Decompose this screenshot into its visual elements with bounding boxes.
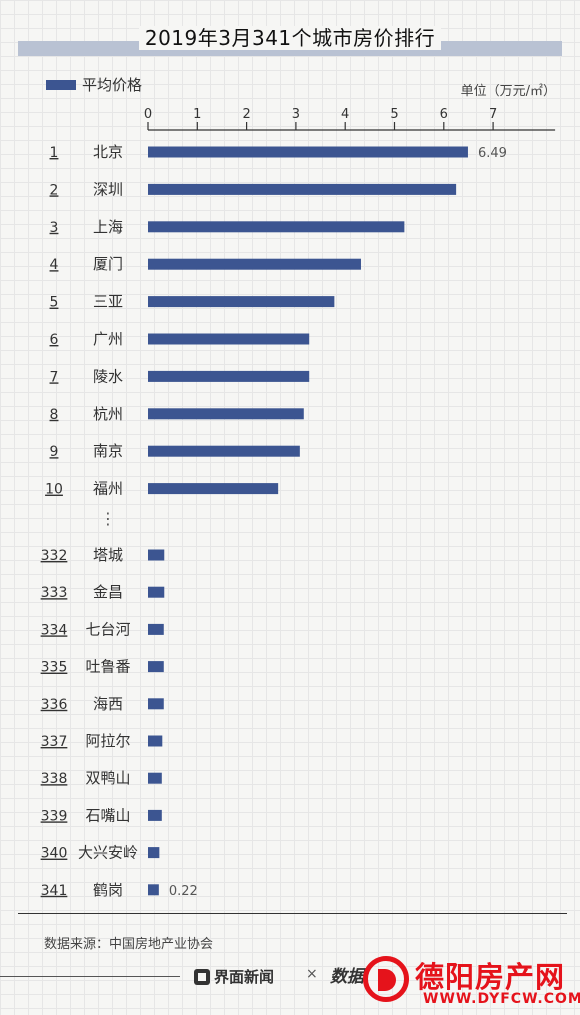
bar xyxy=(148,847,160,859)
brand-row: 界面新闻 × 数据 xyxy=(0,962,580,992)
city-label: 吐鲁番 xyxy=(85,658,130,676)
shuju-logo: 数据 xyxy=(330,967,364,987)
rank-label: 333 xyxy=(41,585,68,601)
data-label: 0.22 xyxy=(169,884,198,899)
x-tick-label: 7 xyxy=(489,107,497,122)
rank-label: 340 xyxy=(41,846,68,862)
city-label: 大兴安岭 xyxy=(78,844,138,862)
bar xyxy=(148,772,162,784)
jiemian-icon xyxy=(194,969,210,985)
city-label: 阿拉尔 xyxy=(85,732,130,750)
city-label: 陵水 xyxy=(93,367,123,385)
city-label: 金昌 xyxy=(93,583,123,601)
city-label: 上海 xyxy=(93,218,123,236)
chart-title-text: 2019年3月341个城市房价排行 xyxy=(138,26,442,50)
rank-label: 6 xyxy=(50,332,59,348)
city-label: 福州 xyxy=(93,480,123,498)
brand-line-left xyxy=(0,976,180,977)
bar xyxy=(148,586,165,598)
city-label: 石嘴山 xyxy=(85,806,130,824)
bar xyxy=(148,296,335,308)
rank-label: 332 xyxy=(41,548,68,564)
city-label: 南京 xyxy=(93,442,123,460)
chart-title: 2019年3月341个城市房价排行 xyxy=(0,22,580,51)
footer-divider xyxy=(18,913,567,914)
rank-label: 339 xyxy=(41,808,68,824)
x-tick-label: 6 xyxy=(440,107,448,122)
data-label: 6.49 xyxy=(478,146,507,161)
rank-label: 7 xyxy=(50,369,59,385)
bar xyxy=(148,884,159,896)
city-label: 海西 xyxy=(93,695,123,713)
rank-label: 9 xyxy=(50,444,59,460)
rank-label: 4 xyxy=(50,257,59,273)
rank-label: 10 xyxy=(45,482,63,498)
rank-label: 3 xyxy=(50,220,59,236)
x-tick-label: 4 xyxy=(341,107,349,122)
x-tick-label: 1 xyxy=(193,107,201,122)
bar xyxy=(148,370,310,382)
site-mark-icon xyxy=(363,956,409,1002)
rank-label: 1 xyxy=(50,145,59,161)
city-label: 杭州 xyxy=(93,405,123,423)
rank-label: 334 xyxy=(41,622,68,638)
city-label: 七台河 xyxy=(85,620,130,638)
bar xyxy=(148,809,162,821)
bar xyxy=(148,549,165,561)
city-label: 厦门 xyxy=(93,255,123,273)
x-tick-label: 2 xyxy=(242,107,250,122)
bar xyxy=(148,408,304,420)
legend-swatch xyxy=(46,80,76,90)
rank-label: 2 xyxy=(50,182,59,198)
rank-label: 336 xyxy=(41,697,68,713)
bar xyxy=(148,183,457,195)
bar xyxy=(148,258,361,270)
x-tick-label: 5 xyxy=(390,107,398,122)
city-label: 深圳 xyxy=(93,180,123,198)
x-tick-label: 3 xyxy=(292,107,300,122)
site-logo: 德阳房产网 WWW.DYFCW.COM xyxy=(357,954,580,1010)
city-label: 广州 xyxy=(93,330,123,348)
source-note: 数据来源：中国房地产业协会 xyxy=(44,937,214,952)
bar xyxy=(148,735,163,747)
rank-label: 5 xyxy=(50,295,59,311)
jiemian-logo: 界面新闻 xyxy=(194,966,274,987)
rank-label: 341 xyxy=(41,883,68,899)
rank-label: 338 xyxy=(41,771,68,787)
brand-separator: × xyxy=(306,966,318,982)
ellipsis-marker: ⋮ xyxy=(100,509,116,528)
legend-label: 平均价格 xyxy=(82,76,143,94)
city-label: 塔城 xyxy=(93,546,123,564)
bar xyxy=(148,483,279,495)
bar xyxy=(148,221,405,233)
bar xyxy=(148,661,164,673)
unit-label: 单位（万元/㎡） xyxy=(460,84,556,99)
city-label: 北京 xyxy=(93,143,123,161)
city-label: 三亚 xyxy=(93,293,123,311)
rank-label: 335 xyxy=(41,660,68,676)
city-label: 鹤岗 xyxy=(93,881,123,899)
rank-label: 8 xyxy=(50,407,59,423)
site-url: WWW.DYFCW.COM xyxy=(423,991,580,1007)
bar xyxy=(148,146,468,158)
city-label: 双鸭山 xyxy=(85,769,130,787)
rank-label: 337 xyxy=(41,734,68,750)
jiemian-text: 界面新闻 xyxy=(214,968,275,986)
site-name: 德阳房产网 xyxy=(415,960,566,994)
bar xyxy=(148,333,310,345)
bar xyxy=(148,445,300,457)
x-tick-label: 0 xyxy=(144,107,152,122)
bar xyxy=(148,623,164,635)
bar xyxy=(148,698,164,710)
